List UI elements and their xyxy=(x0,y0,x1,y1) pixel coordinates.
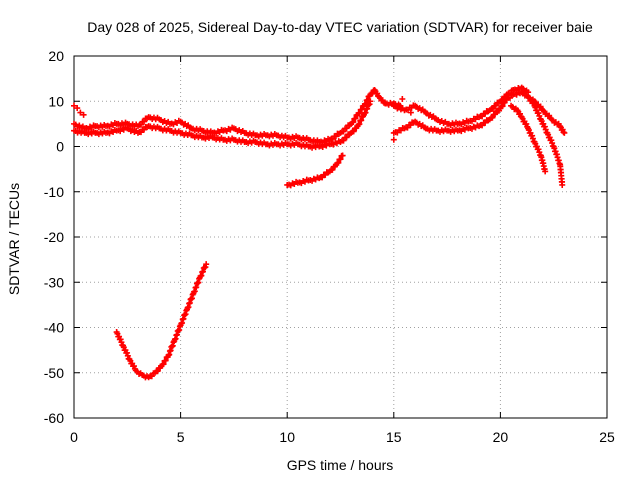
data-point-fill xyxy=(356,110,363,117)
y-tick-label: -60 xyxy=(44,410,64,426)
data-point xyxy=(542,168,549,175)
data-point xyxy=(561,129,568,136)
data-point-fill xyxy=(499,103,506,110)
y-tick-label: -10 xyxy=(44,184,64,200)
data-point-fill xyxy=(337,156,344,163)
data-point xyxy=(390,136,397,143)
data-point-fill xyxy=(340,128,347,135)
data-point xyxy=(203,261,210,268)
data-point-fill xyxy=(141,118,148,125)
data-point-fill xyxy=(329,166,336,173)
y-tick-label: 10 xyxy=(48,93,64,109)
axis-ticks: 0 5 10 15 20 25 -60 -50 -40 -30 -20 -10 0 10 20 xyxy=(44,48,615,445)
data-point xyxy=(80,111,87,118)
y-tick-label: -30 xyxy=(44,274,64,290)
data-point xyxy=(407,109,414,116)
data-point-fill xyxy=(352,115,359,122)
plot-frame xyxy=(73,55,608,419)
data-point xyxy=(399,95,406,102)
data-point-fill xyxy=(356,121,363,128)
data-point-fill xyxy=(350,128,357,135)
data-point xyxy=(339,152,346,159)
data-point-fill xyxy=(162,357,169,364)
chart-title: Day 028 of 2025, Sidereal Day-to-day VTE… xyxy=(87,19,593,35)
y-axis-label: SDTVAR / TECUs xyxy=(6,183,22,295)
data-point xyxy=(367,98,374,105)
data-point-fill xyxy=(350,119,357,126)
x-tick-label: 0 xyxy=(70,429,78,445)
x-tick-label: 10 xyxy=(279,429,295,445)
x-tick-label: 15 xyxy=(386,429,402,445)
data-point-fill xyxy=(340,137,347,144)
data-point-fill xyxy=(335,159,342,166)
grid-lines xyxy=(74,56,607,418)
y-tick-label: -50 xyxy=(44,365,64,381)
data-point-fill xyxy=(343,134,350,141)
x-axis-label: GPS time / hours xyxy=(287,457,394,473)
y-tick-label: 0 xyxy=(56,139,64,155)
data-point-fill xyxy=(343,125,350,132)
data-point-fill xyxy=(499,96,506,103)
data-point xyxy=(71,102,77,109)
y-tick-label: 20 xyxy=(48,48,64,64)
data-point-fill xyxy=(489,114,496,121)
data-point-fill xyxy=(492,102,499,109)
x-tick-label: 25 xyxy=(599,429,615,445)
y-tick-label: -20 xyxy=(44,229,64,245)
data-point-fill xyxy=(489,105,496,112)
data-point-fill xyxy=(138,121,145,128)
data-point xyxy=(559,181,566,188)
data-point-fill xyxy=(523,120,530,127)
data-point-fill xyxy=(160,361,167,368)
data-point xyxy=(77,109,84,116)
data-point-fill xyxy=(492,111,499,118)
x-tick-label: 5 xyxy=(177,429,185,445)
x-tick-label: 20 xyxy=(493,429,509,445)
data-point-fill xyxy=(131,363,138,370)
data-point xyxy=(74,105,81,112)
data-point-fill xyxy=(358,117,365,124)
y-tick-label: -40 xyxy=(44,320,64,336)
data-point-fill xyxy=(154,368,161,375)
data-points xyxy=(71,84,568,381)
